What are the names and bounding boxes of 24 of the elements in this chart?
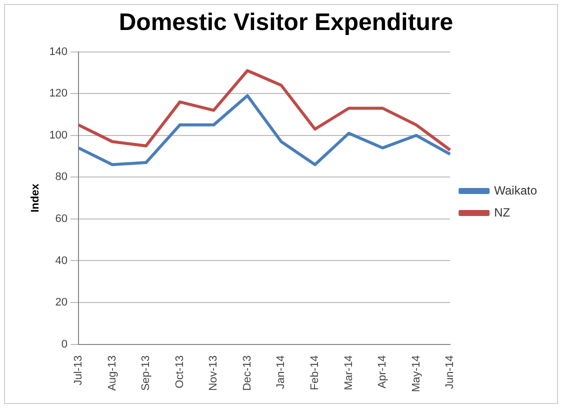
y-tick-label: 100	[49, 129, 68, 142]
x-tick-label: May-14	[410, 355, 422, 392]
x-tick-label: Sep-13	[140, 355, 152, 391]
y-tick-label: 20	[55, 296, 68, 309]
y-axis-title: Index	[30, 182, 42, 212]
y-tick-label: 80	[55, 171, 68, 184]
y-tick-label: 40	[55, 254, 68, 267]
x-tick-label: Aug-13	[106, 355, 118, 391]
x-tick-label: Feb-14	[309, 355, 322, 390]
x-tick-label: Jul-13	[72, 355, 85, 386]
y-tick-label: 60	[55, 212, 68, 225]
x-tick-label: Nov-13	[208, 355, 220, 391]
x-tick-label: Apr-14	[376, 355, 389, 388]
legend-label: NZ	[494, 205, 510, 220]
x-tick-label: Dec-13	[241, 355, 254, 391]
x-tick-label: Oct-13	[174, 355, 186, 388]
legend-label: Waikato	[494, 183, 538, 198]
y-tick-label: 0	[61, 338, 68, 350]
chart-title: Domestic Visitor Expenditure	[118, 9, 454, 36]
x-tick-label: Jan-14	[275, 355, 288, 389]
y-tick-label: 140	[49, 46, 68, 58]
y-tick-label: 120	[49, 88, 68, 100]
x-tick-label: Mar-14	[342, 355, 355, 390]
x-tick-label: Jun-14	[444, 355, 456, 389]
